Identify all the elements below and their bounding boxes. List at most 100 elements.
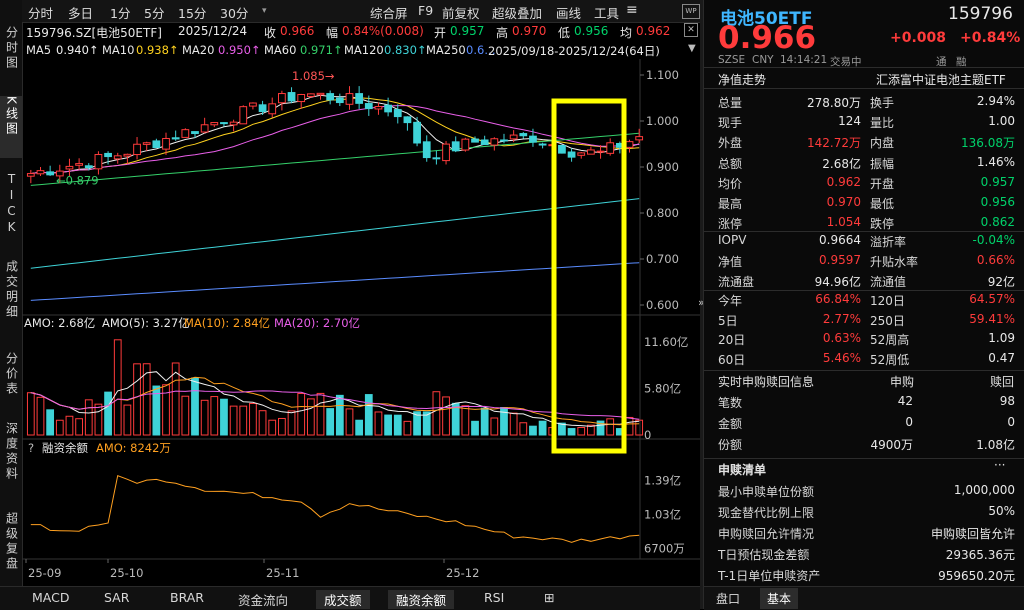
close-icon[interactable]: ✕: [684, 23, 698, 37]
volume-bar: [297, 392, 306, 436]
period-5min[interactable]: 5分: [144, 6, 165, 21]
vtab-kline[interactable]: K线图: [0, 96, 22, 158]
volume-ma-lines: [30, 371, 640, 427]
net-value-trend-link[interactable]: 净值走势: [718, 73, 767, 87]
more-icon[interactable]: ···: [994, 458, 1006, 472]
collapse-arrow-icon[interactable]: ▼: [688, 43, 696, 54]
ma20-label: MA20: [182, 43, 215, 57]
vtab-depth[interactable]: 深度资料: [0, 422, 22, 486]
stat-label: 流通值: [870, 275, 907, 289]
volume-bar: [94, 403, 103, 436]
avg-value: 0.962: [636, 24, 671, 38]
window-icon[interactable]: WP: [682, 4, 700, 19]
volume-bar: [509, 412, 518, 436]
tab-basic[interactable]: 基本: [760, 588, 799, 609]
stat-row: 总额 2.68亿 振幅 1.46%: [704, 152, 1024, 173]
candle-body: [606, 142, 615, 154]
stat-label: 升贴水率: [870, 255, 919, 269]
volume-bar: [229, 405, 238, 436]
close-label: 收: [264, 26, 277, 40]
stat-label: 涨停: [718, 217, 743, 232]
vtab-tick[interactable]: TICK: [0, 172, 22, 240]
price-change: +0.008: [890, 30, 947, 46]
volume-bar: [393, 414, 402, 436]
margin-tick-label: 1.03亿: [644, 508, 681, 522]
sub-redeem: 98: [999, 394, 1015, 408]
low-label: 低: [558, 26, 571, 40]
candle-body: [567, 151, 576, 158]
candle-body: [538, 143, 547, 146]
menu-icon[interactable]: ≡: [626, 2, 638, 18]
stat-value: 92亿: [987, 275, 1015, 289]
candle-body: [509, 134, 518, 140]
volume-bar: [65, 415, 74, 436]
overlay-button[interactable]: 超级叠加: [492, 6, 543, 21]
tools-button[interactable]: 工具: [594, 6, 620, 21]
candle-body: [258, 104, 267, 113]
nav-row: IOPV 0.9664 溢折率 -0.04%: [704, 230, 1024, 251]
tab-margin-balance[interactable]: 融资余额: [388, 590, 455, 609]
stat-value: 1.46%: [976, 154, 1015, 169]
add-indicator-icon[interactable]: ⊞: [544, 590, 555, 605]
amo5-label: AMO(5): 3.27亿: [102, 316, 190, 330]
candle-body: [529, 135, 537, 143]
period-30min[interactable]: 30分: [220, 6, 249, 21]
sub-row: 笔数 42 98: [704, 391, 1024, 412]
vtab-timeshare[interactable]: 分时图: [0, 26, 22, 75]
stat-label: 净值: [718, 255, 743, 269]
ma5-label: MA5: [26, 43, 52, 57]
sub-subscribe: 42: [897, 394, 913, 408]
low-annotation: ←0.879: [56, 174, 99, 188]
tab-orderbook[interactable]: 盘口: [716, 592, 741, 606]
tab-sar[interactable]: SAR: [104, 590, 130, 605]
kline-info-line: 159796.SZ[电池50ETF] 2025/12/24 收 0.966 幅 …: [22, 22, 700, 41]
perf-value: 59.41%: [969, 311, 1015, 326]
composite-screen-button[interactable]: 综合屏: [370, 6, 408, 21]
volume-bar: [567, 428, 576, 436]
stat-value: 136.08万: [961, 136, 1015, 151]
period-multiday[interactable]: 多日: [68, 6, 94, 21]
margin-help-icon: ?: [28, 441, 34, 455]
sub-col-subscribe: 申购: [890, 375, 915, 389]
vol-tick-label: 5.80亿: [644, 382, 681, 396]
candle-body: [84, 165, 93, 169]
draw-line-button[interactable]: 画线: [556, 6, 582, 21]
perf-row: 60日 5.46% 52周低 0.47: [704, 348, 1024, 369]
ma10-value: 0.938↑: [136, 43, 179, 57]
period-timeshare[interactable]: 分时: [28, 6, 54, 21]
period-1min[interactable]: 1分: [110, 6, 131, 21]
period-dropdown-icon[interactable]: ▾: [262, 6, 267, 16]
tab-brar[interactable]: BRAR: [170, 590, 204, 605]
f9-button[interactable]: F9: [418, 3, 434, 18]
forward-adjust-button[interactable]: 前复权: [442, 6, 480, 21]
candle-body: [152, 140, 161, 149]
amo-ma5-line: [30, 371, 640, 427]
kline-chart[interactable]: 1.100 1.000 0.900 0.800 0.700 0.600 1.085→ ←0.8…: [22, 59, 700, 586]
candle-body: [94, 154, 103, 170]
tab-capital-flow[interactable]: 资金流向: [238, 593, 289, 608]
candle-body: [171, 137, 180, 140]
volume-bar: [26, 392, 35, 436]
volume-bar: [249, 402, 257, 436]
date-range: 2025/09/18-2025/12/24(64日): [488, 44, 660, 58]
perf-label: 60日: [718, 352, 746, 367]
vtab-replay[interactable]: 超级复盘: [0, 512, 22, 576]
tab-turnover[interactable]: 成交额: [316, 590, 370, 609]
volume-bar: [558, 422, 566, 436]
vtab-trade-detail[interactable]: 成交明细: [0, 260, 22, 324]
amo-ma10-label: MA(10): 2.84亿: [184, 316, 270, 330]
ma250-line: [30, 262, 640, 301]
volume-bar: [75, 418, 83, 436]
vtab-price-table[interactable]: 分价表: [0, 352, 22, 401]
left-vertical-nav: 分时图 K线图 TICK 成交明细 分价表 深度资料 超级复盘: [0, 0, 23, 609]
ma5-value: 0.940↑: [56, 43, 99, 57]
tab-macd[interactable]: MACD: [32, 590, 70, 605]
period-15min[interactable]: 15分: [178, 6, 207, 21]
collapse-panel-icon[interactable]: »: [698, 296, 705, 309]
perf-value: 2.77%: [822, 311, 861, 326]
volume-bar: [364, 394, 373, 436]
candle-body: [490, 138, 499, 146]
tab-rsi[interactable]: RSI: [484, 590, 505, 605]
panel-divider[interactable]: »: [698, 0, 705, 609]
low-value: 0.956: [574, 24, 609, 38]
